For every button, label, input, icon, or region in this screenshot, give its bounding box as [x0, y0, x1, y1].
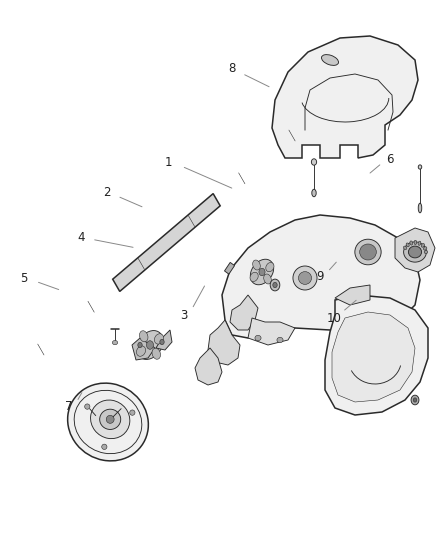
Ellipse shape [424, 247, 427, 250]
Ellipse shape [418, 165, 422, 169]
Ellipse shape [85, 404, 90, 409]
Polygon shape [332, 312, 415, 402]
Ellipse shape [130, 410, 135, 415]
Polygon shape [335, 285, 370, 305]
Polygon shape [113, 193, 220, 292]
Ellipse shape [138, 342, 142, 348]
Ellipse shape [102, 444, 107, 449]
Ellipse shape [91, 400, 130, 439]
Ellipse shape [277, 337, 283, 343]
Text: 3: 3 [180, 309, 187, 322]
Ellipse shape [421, 244, 424, 247]
Ellipse shape [414, 240, 417, 245]
Text: 6: 6 [386, 154, 394, 166]
Ellipse shape [408, 246, 421, 258]
Ellipse shape [424, 251, 427, 254]
Ellipse shape [264, 274, 272, 284]
Ellipse shape [67, 383, 148, 461]
Ellipse shape [273, 282, 277, 288]
Ellipse shape [406, 243, 409, 247]
Ellipse shape [152, 348, 161, 359]
Ellipse shape [251, 259, 274, 285]
Ellipse shape [321, 54, 339, 66]
Ellipse shape [155, 334, 163, 344]
Ellipse shape [137, 330, 163, 359]
Ellipse shape [298, 272, 311, 285]
Text: 1: 1 [165, 156, 173, 169]
Ellipse shape [100, 409, 121, 430]
Ellipse shape [311, 159, 317, 165]
Ellipse shape [255, 335, 261, 341]
Ellipse shape [418, 203, 422, 213]
Ellipse shape [266, 262, 274, 272]
Polygon shape [195, 348, 222, 385]
Ellipse shape [137, 346, 145, 356]
Ellipse shape [410, 241, 413, 245]
Ellipse shape [418, 241, 421, 245]
Ellipse shape [259, 268, 265, 276]
Ellipse shape [413, 398, 417, 402]
Polygon shape [325, 295, 428, 415]
Ellipse shape [293, 266, 317, 290]
Ellipse shape [146, 341, 153, 349]
Ellipse shape [312, 189, 316, 197]
Text: 7: 7 [65, 400, 73, 413]
Text: 4: 4 [77, 231, 85, 244]
Ellipse shape [106, 415, 114, 423]
Polygon shape [225, 262, 235, 274]
Polygon shape [222, 215, 420, 338]
Ellipse shape [411, 395, 419, 405]
Text: 9: 9 [316, 270, 324, 282]
Ellipse shape [160, 340, 164, 345]
Polygon shape [208, 320, 240, 365]
Polygon shape [395, 228, 435, 272]
Ellipse shape [253, 260, 260, 270]
Polygon shape [132, 338, 155, 360]
Text: 5: 5 [21, 272, 28, 285]
Polygon shape [272, 36, 418, 158]
Ellipse shape [403, 246, 407, 249]
Polygon shape [156, 330, 172, 350]
Text: 10: 10 [326, 312, 341, 325]
Ellipse shape [403, 242, 426, 262]
Ellipse shape [360, 244, 376, 260]
Polygon shape [248, 318, 295, 345]
Ellipse shape [139, 331, 148, 342]
Polygon shape [230, 295, 258, 330]
Ellipse shape [270, 279, 280, 291]
Text: 2: 2 [103, 187, 111, 199]
Ellipse shape [113, 341, 118, 345]
Ellipse shape [250, 272, 258, 281]
Text: 8: 8 [229, 62, 236, 75]
Ellipse shape [355, 239, 381, 265]
